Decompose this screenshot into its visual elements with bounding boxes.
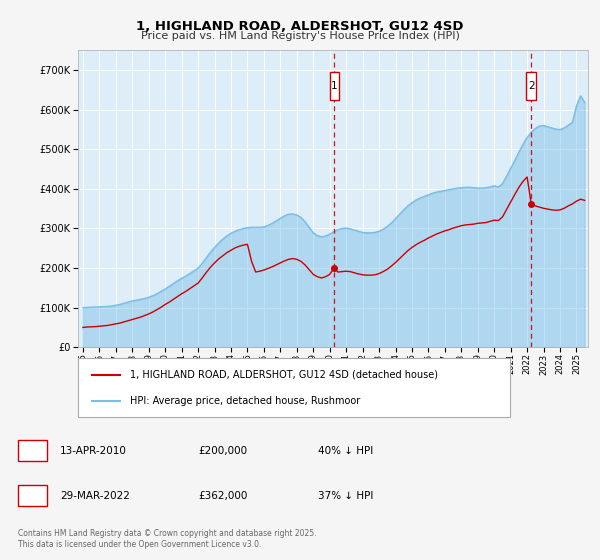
FancyBboxPatch shape [526, 72, 536, 100]
Text: 1, HIGHLAND ROAD, ALDERSHOT, GU12 4SD: 1, HIGHLAND ROAD, ALDERSHOT, GU12 4SD [136, 20, 464, 32]
Text: 13-APR-2010: 13-APR-2010 [60, 446, 127, 456]
Text: 40% ↓ HPI: 40% ↓ HPI [318, 446, 373, 456]
Text: 2: 2 [29, 491, 36, 501]
Text: Contains HM Land Registry data © Crown copyright and database right 2025.
This d: Contains HM Land Registry data © Crown c… [18, 529, 317, 549]
Text: 2: 2 [528, 81, 535, 91]
Text: 29-MAR-2022: 29-MAR-2022 [60, 491, 130, 501]
Text: 37% ↓ HPI: 37% ↓ HPI [318, 491, 373, 501]
Text: 1: 1 [29, 446, 36, 456]
FancyBboxPatch shape [330, 72, 339, 100]
Text: 1, HIGHLAND ROAD, ALDERSHOT, GU12 4SD (detached house): 1, HIGHLAND ROAD, ALDERSHOT, GU12 4SD (d… [130, 370, 438, 380]
Text: 1: 1 [331, 81, 338, 91]
Text: HPI: Average price, detached house, Rushmoor: HPI: Average price, detached house, Rush… [130, 396, 360, 406]
Text: Price paid vs. HM Land Registry's House Price Index (HPI): Price paid vs. HM Land Registry's House … [140, 31, 460, 41]
Text: £200,000: £200,000 [198, 446, 247, 456]
Text: £362,000: £362,000 [198, 491, 247, 501]
